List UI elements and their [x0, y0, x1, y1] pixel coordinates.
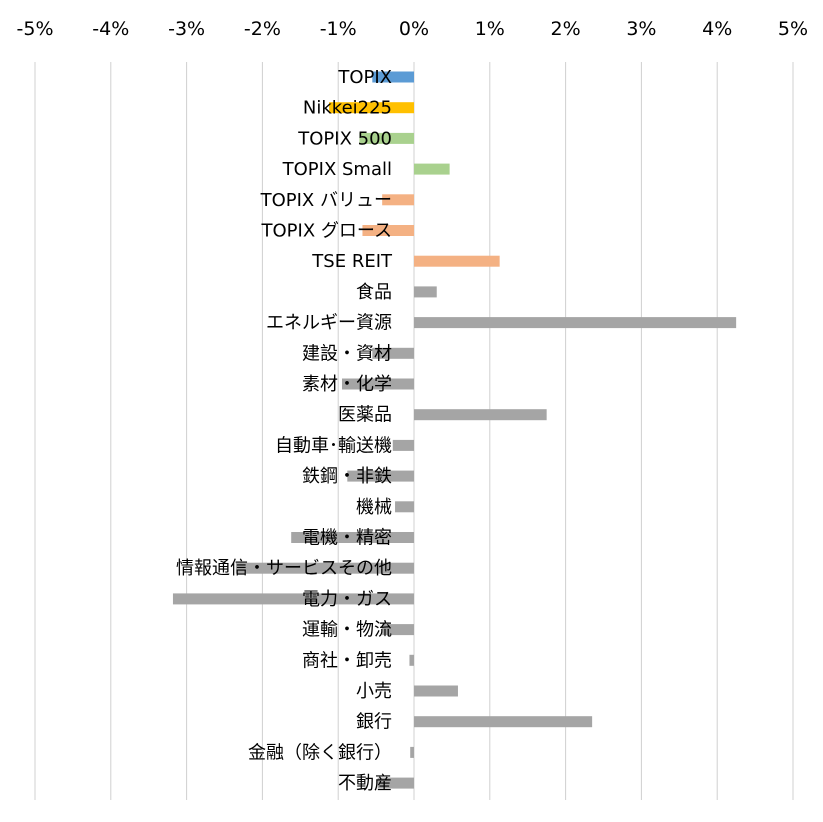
x-tick-label: 2% — [551, 18, 581, 40]
bar — [372, 71, 414, 83]
x-tick-label: -5% — [17, 18, 54, 40]
bar — [414, 716, 593, 728]
bar — [235, 562, 414, 574]
category-labels: TOPIX Nikkei225 TOPIX 500 TOPIX Small TOPIX … — [176, 67, 393, 794]
category-label: 食品 — [356, 282, 392, 303]
bar — [414, 255, 500, 267]
category-label: 運輸・物流 — [302, 620, 392, 641]
bar — [395, 501, 414, 513]
category-label: TOPIX 500 — [297, 128, 392, 149]
x-tick-label: -4% — [92, 18, 129, 40]
bar — [382, 624, 414, 636]
bar — [414, 317, 737, 329]
category-label: 銀行 — [356, 712, 392, 733]
x-tick-label: 5% — [778, 18, 808, 40]
gridlines — [34, 62, 794, 800]
bar — [414, 163, 450, 175]
bar — [414, 409, 547, 421]
category-label: TOPIX バリュー — [260, 190, 392, 211]
category-label: TSE REIT — [311, 251, 393, 272]
bar — [377, 777, 414, 789]
category-label: 建設・資材 — [302, 343, 392, 364]
bar — [382, 194, 414, 206]
bar — [172, 593, 414, 605]
x-tick-label: -1% — [320, 18, 357, 40]
category-label: 機械 — [356, 497, 392, 518]
category-label: 金融（除く銀行） — [248, 742, 392, 763]
x-tick-label: -2% — [244, 18, 281, 40]
bar — [392, 439, 414, 451]
category-label: 素材・化学 — [302, 374, 392, 395]
category-label: 自動車･輸送機 — [275, 435, 392, 456]
category-label: TOPIX グロース — [261, 221, 392, 242]
x-tick-label: 3% — [626, 18, 656, 40]
category-label: 商社・卸売 — [302, 650, 392, 671]
category-label: エネルギー資源 — [266, 313, 392, 334]
bar — [362, 225, 414, 236]
bar — [341, 378, 414, 390]
category-label: 鉄鋼・非鉄 — [302, 466, 392, 487]
category-label: 医薬品 — [338, 405, 392, 426]
x-axis-ticks: -5% -4% -3% -2% -1% 0% 1% 2% 3% 4% 5% — [17, 18, 809, 40]
x-tick-label: 1% — [475, 18, 505, 40]
x-tick-label: 0% — [399, 18, 429, 40]
category-label: TOPIX Small — [282, 159, 392, 180]
bar — [347, 470, 414, 482]
bar — [359, 132, 414, 144]
bar — [414, 685, 458, 697]
bar — [410, 746, 414, 758]
category-label: TOPIX — [337, 67, 392, 88]
bar — [409, 654, 414, 666]
category-label: Nikkei225 — [303, 98, 392, 119]
category-label: 小売 — [356, 681, 392, 702]
bar — [291, 532, 414, 543]
bar — [414, 286, 437, 298]
category-label: 情報通信・サービスその他 — [176, 558, 392, 579]
category-label: 電力・ガス — [302, 589, 392, 610]
bars — [172, 71, 737, 789]
x-tick-label: -3% — [168, 18, 205, 40]
category-label: 不動産 — [338, 773, 392, 794]
category-label: 電機・精密 — [302, 528, 392, 549]
bar — [372, 347, 414, 359]
bar — [329, 102, 414, 114]
x-tick-label: 4% — [702, 18, 732, 40]
